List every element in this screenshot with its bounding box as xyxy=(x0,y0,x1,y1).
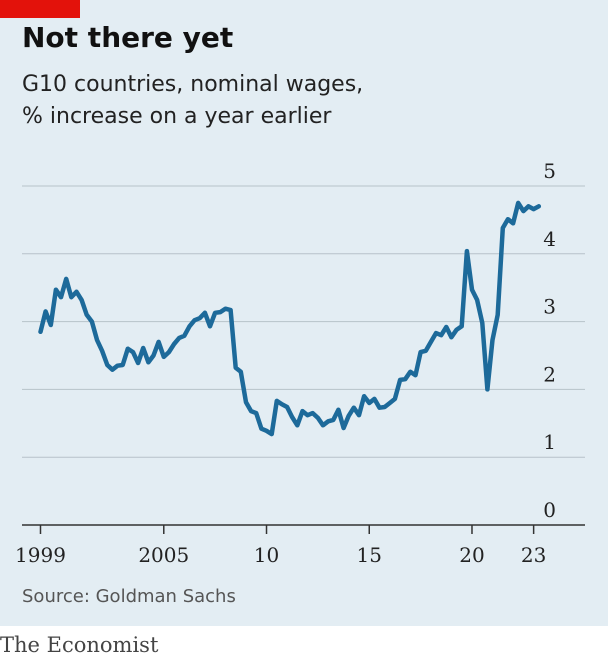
brand: The Economist xyxy=(0,633,159,657)
y-tick-label: 1 xyxy=(543,430,556,454)
x-tick-label: 1999 xyxy=(15,543,66,567)
x-tick-label: 15 xyxy=(357,543,382,567)
red-tag xyxy=(0,0,80,18)
chart-title: Not there yet xyxy=(22,21,233,54)
x-tick-label: 2005 xyxy=(138,543,189,567)
subtitle: % increase on a year earlier xyxy=(22,104,332,129)
background xyxy=(0,0,608,626)
y-tick-label: 0 xyxy=(543,498,556,522)
y-tick-label: 3 xyxy=(543,295,556,319)
y-tick-label: 4 xyxy=(543,227,556,251)
x-tick-label: 23 xyxy=(521,543,546,567)
x-tick-label: 20 xyxy=(459,543,484,567)
x-tick-label: 10 xyxy=(254,543,279,567)
subtitle: G10 countries, nominal wages, xyxy=(22,72,363,97)
data-line xyxy=(38,200,542,437)
y-tick-label: 2 xyxy=(543,362,556,386)
source: Source: Goldman Sachs xyxy=(22,586,236,607)
y-tick-label: 5 xyxy=(543,159,556,183)
